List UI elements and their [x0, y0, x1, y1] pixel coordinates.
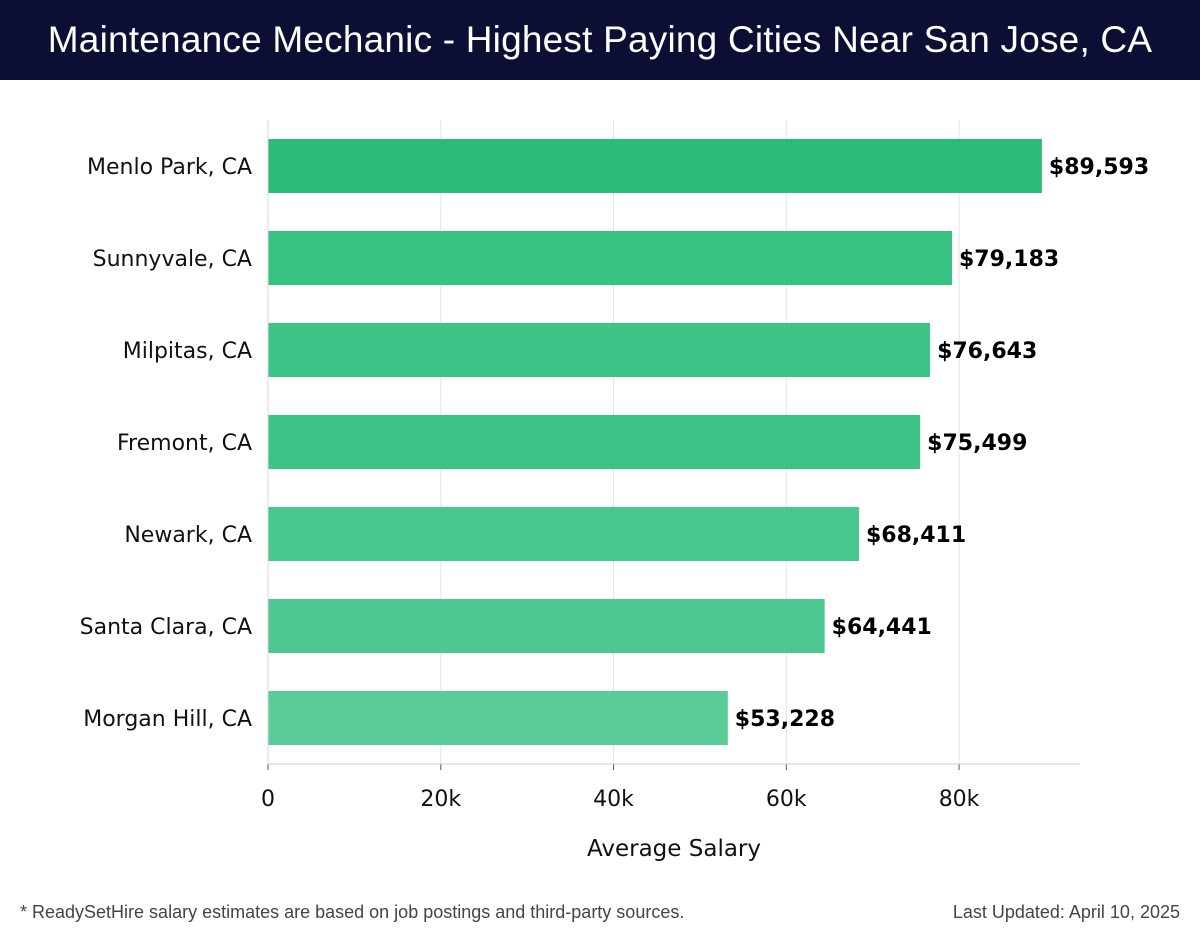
category-label: Sunnyvale, CA: [93, 247, 252, 272]
value-label: $53,228: [735, 707, 835, 732]
bar: [268, 507, 859, 561]
axes: [267, 120, 1080, 770]
value-label: $89,593: [1049, 155, 1149, 180]
value-label: $75,499: [927, 431, 1027, 456]
bar: [268, 231, 953, 285]
x-tick-label: 0: [261, 787, 275, 812]
x-tick-label: 20k: [420, 787, 461, 812]
x-axis-title: Average Salary: [587, 836, 761, 862]
x-tick-label: 40k: [593, 787, 634, 812]
chart-header: Maintenance Mechanic - Highest Paying Ci…: [0, 0, 1200, 80]
category-label: Fremont, CA: [117, 431, 252, 456]
category-label: Milpitas, CA: [123, 339, 252, 364]
bar: [268, 691, 728, 745]
bar: [268, 323, 931, 377]
x-tick-label: 80k: [939, 787, 980, 812]
value-label: $76,643: [937, 339, 1037, 364]
category-label: Santa Clara, CA: [80, 615, 252, 640]
category-label: Menlo Park, CA: [87, 155, 252, 180]
labels: 0 20k 40k 60k 80k Menlo Park, CA $89,593 Sunnyv…: [80, 155, 1150, 862]
value-label: $79,183: [959, 247, 1059, 272]
footer-disclaimer: * ReadySetHire salary estimates are base…: [20, 902, 685, 922]
bar: [268, 415, 921, 469]
category-label: Morgan Hill, CA: [83, 707, 252, 732]
bar: [268, 599, 825, 653]
bar: [268, 139, 1042, 193]
value-label: $68,411: [866, 523, 966, 548]
salary-bar-chart: 0 20k 40k 60k 80k Menlo Park, CA $89,593 Sunnyv…: [80, 120, 1150, 862]
x-tick-label: 60k: [766, 787, 807, 812]
category-label: Newark, CA: [124, 523, 252, 548]
value-label: $64,441: [832, 615, 932, 640]
bars: [268, 139, 1042, 745]
footer-last-updated: Last Updated: April 10, 2025: [952, 902, 1180, 922]
chart-title: Maintenance Mechanic - Highest Paying Ci…: [47, 19, 1153, 60]
